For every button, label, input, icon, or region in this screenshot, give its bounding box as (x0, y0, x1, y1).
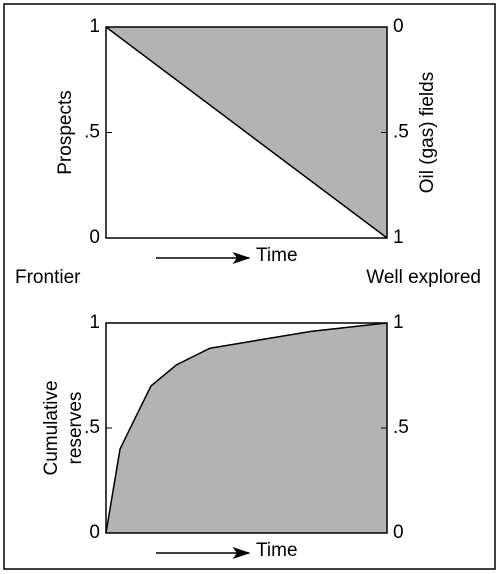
x-axis-label: Time (256, 540, 298, 561)
y2-tick-label: 1 (393, 312, 404, 333)
line (105, 322, 388, 534)
y2-tick-label: .5 (393, 122, 409, 143)
annotation: Frontier (15, 267, 81, 288)
y-axis-label: Cumulative (41, 380, 62, 475)
x-axis-label: Time (256, 245, 298, 266)
annotation: Well explored (366, 267, 481, 288)
y2-axis-label: Oil (gas) fields (417, 72, 438, 193)
line (105, 26, 388, 239)
y-axis-label: Prospects (55, 90, 76, 174)
y-tick-label: .5 (84, 417, 100, 438)
y2-tick-label: .5 (393, 417, 409, 438)
y2-tick-label: 0 (393, 522, 404, 543)
y-tick-label: 1 (89, 16, 100, 37)
y-axis-label: reserves (65, 392, 86, 465)
y-tick-label: 1 (89, 312, 100, 333)
y2-tick-label: 1 (393, 227, 404, 248)
y2-tick-label: 0 (393, 16, 404, 37)
y-tick-label: .5 (84, 122, 100, 143)
y-tick-label: 0 (89, 227, 100, 248)
y-tick-label: 0 (89, 522, 100, 543)
area (106, 323, 387, 533)
